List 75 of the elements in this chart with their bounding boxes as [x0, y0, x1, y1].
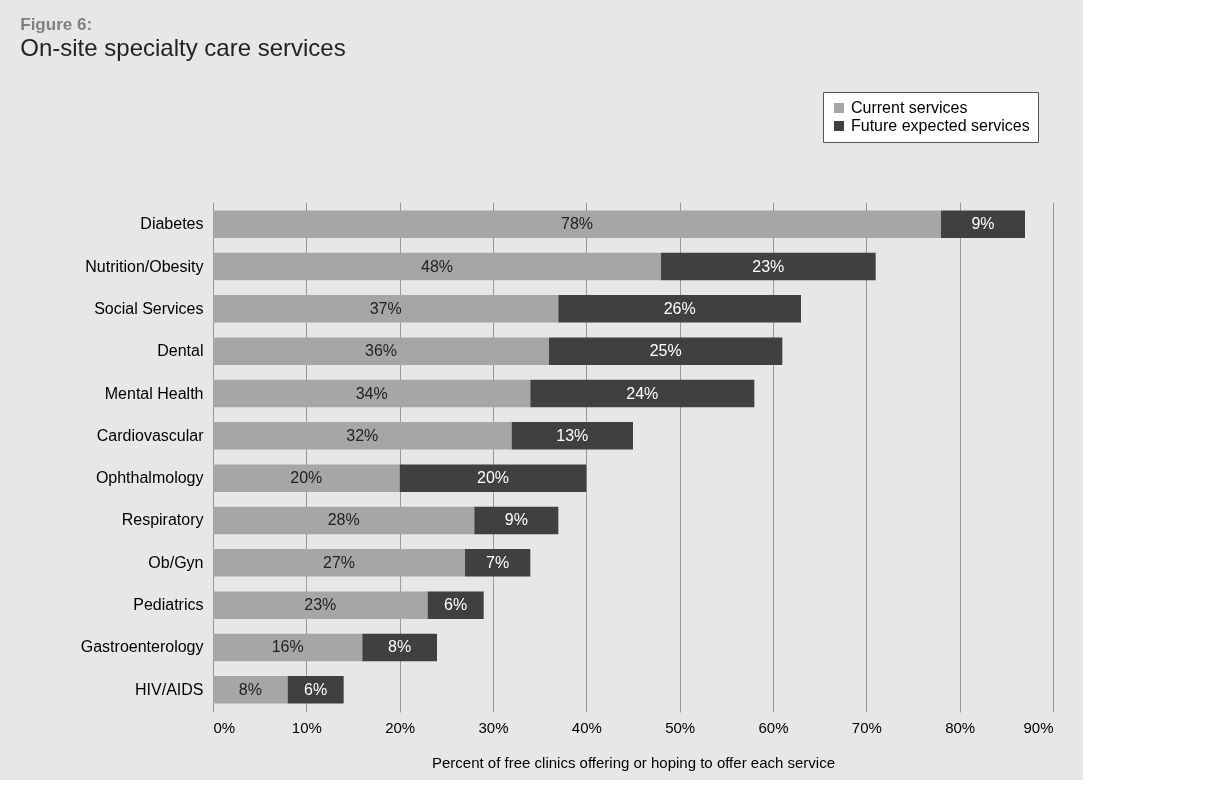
bar [362, 633, 437, 662]
bar [941, 210, 1025, 238]
bar [213, 549, 465, 577]
y-tick-label: Cardiovascular [96, 426, 205, 444]
x-tick-label: 50% [665, 718, 696, 736]
data-label: 9% [504, 511, 528, 529]
y-tick-label: Nutrition/Obesity [85, 257, 204, 275]
bar [213, 379, 531, 408]
x-tick-label: 30% [478, 718, 509, 736]
data-label: 23% [752, 257, 785, 275]
data-label: 27% [322, 553, 356, 571]
data-label: 32% [346, 426, 379, 444]
data-label: 28% [327, 511, 360, 529]
bar [465, 549, 531, 577]
text: Figure 6: [20, 14, 93, 34]
data-label: 13% [556, 426, 589, 444]
bar [530, 379, 755, 408]
x-tick-label: 60% [758, 718, 789, 736]
bar [213, 422, 512, 450]
bar [511, 422, 633, 450]
chart-subtitle: On-site specialty care services [20, 33, 346, 61]
bar [287, 676, 344, 704]
data-label: 48% [420, 257, 454, 275]
bar [213, 464, 400, 492]
data-label: 24% [626, 384, 659, 402]
data-label: 34% [355, 384, 388, 402]
y-tick-label: Respiratory [121, 511, 204, 529]
data-label: 23% [304, 596, 337, 614]
bar [213, 337, 549, 365]
data-label: 25% [649, 342, 682, 360]
y-tick-label: Gastroenterology [80, 638, 204, 656]
y-tick-label: Ophthalmology [95, 469, 204, 487]
data-label: 16% [271, 638, 304, 656]
data-label: 7% [486, 553, 510, 571]
bar [213, 506, 475, 535]
bar [213, 633, 363, 662]
bar [213, 591, 428, 619]
bar [399, 464, 587, 492]
y-tick-label: Pediatrics [133, 596, 204, 614]
bar [474, 506, 559, 535]
data-label: 26% [663, 299, 696, 317]
y-tick-label: Ob/Gyn [148, 553, 204, 571]
x-tick-label: 90% [1023, 718, 1054, 736]
y-tick-label: Dental [157, 342, 204, 360]
x-tick-label: 70% [851, 718, 882, 736]
data-label: 8% [238, 680, 262, 698]
bar [213, 295, 559, 323]
bar [213, 676, 288, 704]
y-tick-label: Diabetes [140, 215, 204, 233]
bar [661, 252, 876, 281]
bar [558, 295, 801, 323]
y-tick-label: HIV/AIDS [135, 680, 204, 698]
x-tick-label: 20% [385, 718, 416, 736]
data-label: 20% [476, 469, 510, 487]
data-label: 9% [971, 215, 995, 233]
x-tick-label: 0% [213, 718, 236, 736]
data-label: 36% [364, 342, 398, 360]
x-tick-label: 10% [291, 718, 322, 736]
bar [213, 210, 941, 238]
legend-label: Future expected services [851, 117, 1030, 134]
x-axis-title: Percent of free clinics offering or hoping to offer each service [431, 753, 836, 771]
data-label: 8% [388, 638, 412, 656]
bar [213, 252, 661, 281]
x-tick-label: 40% [571, 718, 602, 736]
data-label: 6% [304, 680, 328, 698]
data-label: 6% [444, 596, 468, 614]
bar [549, 337, 783, 365]
data-label: 37% [369, 299, 402, 317]
y-tick-label: Mental Health [104, 384, 204, 402]
bar [427, 591, 484, 619]
data-label: 78% [560, 215, 594, 233]
legend-label: Current services [851, 99, 968, 116]
x-tick-label: 80% [945, 718, 976, 736]
y-tick-label: Social Services [94, 299, 204, 317]
data-label: 20% [290, 469, 323, 487]
